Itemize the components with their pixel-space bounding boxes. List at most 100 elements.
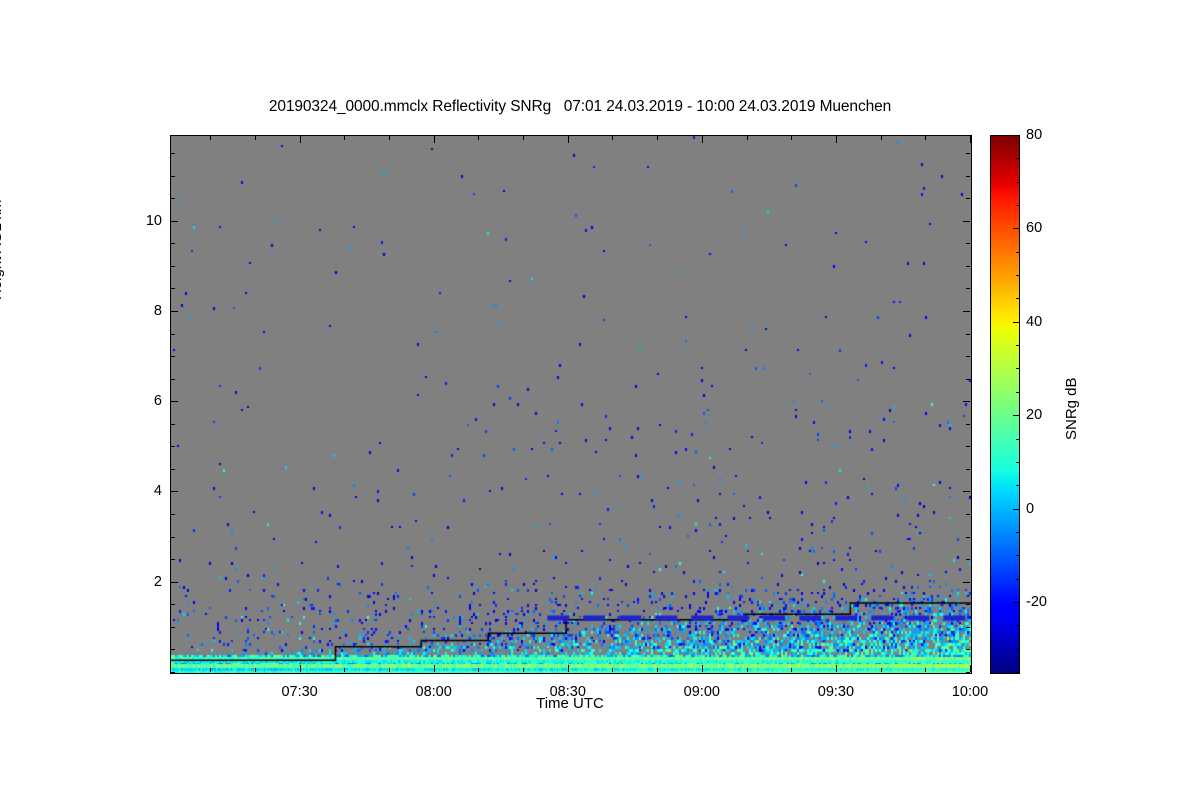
x-tick-minor-top [612,136,613,140]
x-tick-major [970,665,971,672]
y-tick-major-right [963,582,970,583]
colorbar-tick-major [1013,602,1019,603]
y-tick-minor [171,288,175,289]
x-tick-major [300,665,301,672]
x-tick-minor-top [210,136,211,140]
y-tick-minor-right [966,379,970,380]
y-tick-major-right [963,221,970,222]
y-tick-minor-right [966,627,970,628]
x-tick-major [434,665,435,672]
y-tick-minor-right [966,266,970,267]
y-axis-title: Height AGL km [0,199,5,300]
x-tick-minor-top [523,136,524,140]
y-tick-minor [171,649,175,650]
y-tick-label: 10 [145,212,162,229]
y-tick-label: 8 [153,302,162,319]
x-tick-label: 08:00 [415,684,452,700]
colorbar-tick-minor [1016,649,1019,650]
colorbar-gradient [991,136,1019,673]
colorbar-tick-major [1013,135,1019,136]
y-tick-minor-right [966,356,970,357]
colorbar-tick-label: 80 [1026,127,1043,143]
colorbar-tick-minor [1016,672,1019,673]
x-tick-minor [523,668,524,672]
colorbar-title: SNRg dB [1063,377,1080,440]
y-tick-minor [171,176,175,177]
colorbar-tick-label: 20 [1026,407,1043,424]
y-tick-major-right [963,401,970,402]
x-tick-label: 07:30 [281,684,318,700]
x-tick-minor [478,668,479,672]
colorbar-tick-minor [1016,205,1019,206]
colorbar-tick-minor [1016,392,1019,393]
colorbar-tick-minor [1016,485,1019,486]
x-tick-minor [389,668,390,672]
x-tick-minor [881,668,882,672]
y-tick-minor [171,672,175,673]
plot-axes-area [170,135,972,674]
y-tick-label: 2 [153,573,162,590]
y-tick-minor [171,469,175,470]
colorbar-tick-minor [1016,462,1019,463]
colorbar-tick-minor [1016,182,1019,183]
y-tick-label: 6 [153,393,162,410]
x-tick-label: 10:00 [951,684,989,700]
y-tick-major [171,401,178,402]
y-tick-major [171,221,178,222]
colorbar-tick-minor [1016,298,1019,299]
x-tick-major [836,665,837,672]
y-tick-minor-right [966,537,970,538]
colorbar-tick-minor [1016,158,1019,159]
y-tick-minor [171,537,175,538]
colorbar-tick-label: -20 [1026,593,1047,610]
y-tick-minor [171,424,175,425]
colorbar-tick-minor [1016,532,1019,533]
colorbar-tick-minor [1016,579,1019,580]
y-tick-minor [171,243,175,244]
y-tick-major [171,491,178,492]
y-tick-major [171,311,178,312]
x-tick-minor-top [478,136,479,140]
x-tick-minor [255,668,256,672]
x-tick-major-top [970,136,971,143]
y-tick-minor-right [966,334,970,335]
x-tick-minor [657,668,658,672]
y-tick-minor-right [966,243,970,244]
y-tick-minor [171,379,175,380]
colorbar-tick-major [1013,228,1019,229]
x-axis-title: Time UTC [536,695,604,712]
colorbar-tick-label: 0 [1026,500,1035,517]
y-tick-major-right [963,491,970,492]
x-tick-major-top [434,136,435,143]
colorbar-tick-minor [1016,439,1019,440]
y-tick-minor-right [966,514,970,515]
y-tick-minor-right [966,604,970,605]
y-tick-minor [171,198,175,199]
y-tick-minor [171,514,175,515]
y-tick-minor-right [966,649,970,650]
y-tick-minor-right [966,424,970,425]
y-tick-minor [171,627,175,628]
colorbar-tick-minor [1016,345,1019,346]
x-tick-major-top [702,136,703,143]
x-tick-minor [612,668,613,672]
page-title: 20190324_0000.mmclx Reflectivity SNRg 07… [268,98,892,115]
x-tick-label: 08:30 [549,684,586,700]
x-tick-major-top [568,136,569,143]
x-tick-minor [747,668,748,672]
y-tick-minor-right [966,446,970,447]
x-tick-major-top [836,136,837,143]
y-tick-label: 4 [153,483,162,500]
y-tick-major [171,582,178,583]
x-tick-minor-top [657,136,658,140]
x-tick-major [702,665,703,672]
y-tick-minor [171,559,175,560]
colorbar-tick-minor [1016,252,1019,253]
x-tick-minor [344,668,345,672]
x-tick-major [568,665,569,672]
x-tick-minor-top [791,136,792,140]
colorbar-tick-label: 60 [1026,220,1043,237]
y-tick-minor-right [966,469,970,470]
y-tick-minor [171,604,175,605]
